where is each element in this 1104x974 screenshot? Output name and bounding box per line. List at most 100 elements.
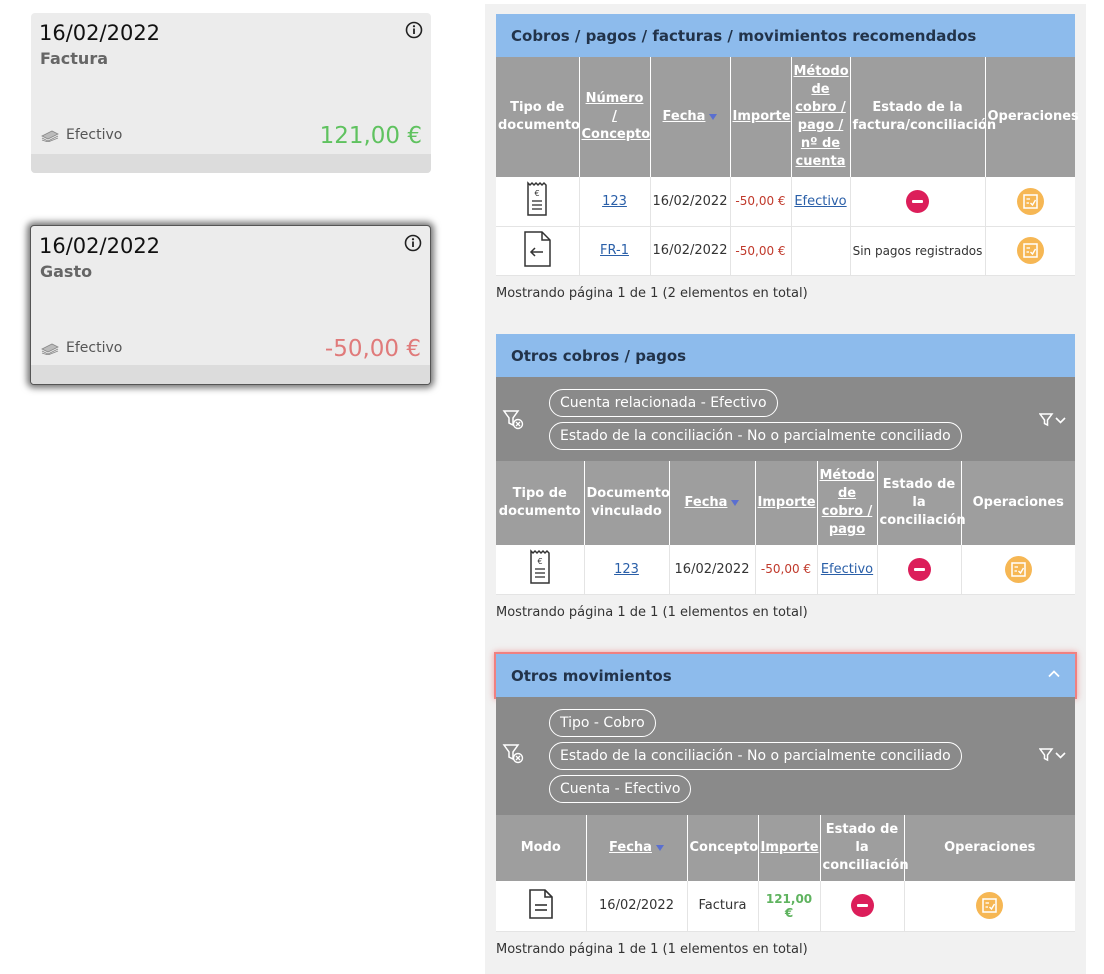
card-date: 16/02/2022 <box>39 21 161 45</box>
card-amount: 121,00 € <box>319 123 422 149</box>
row-number-link[interactable]: 123 <box>579 177 651 227</box>
cash-icon <box>41 343 59 355</box>
filter-chip[interactable]: Estado de la conciliación - No o parcial… <box>549 742 962 770</box>
pagination-info: Mostrando página 1 de 1 (1 elementos en … <box>496 604 808 620</box>
reconcile-button[interactable] <box>1016 237 1044 264</box>
row-amount: -50,00 € <box>755 545 818 595</box>
sort-desc-icon <box>731 499 740 506</box>
info-icon[interactable] <box>405 21 423 39</box>
col-amount[interactable]: Importe <box>730 57 792 177</box>
card-type: Factura <box>40 49 108 68</box>
filter-bar: Tipo - Cobro Estado de la conciliación -… <box>496 697 1075 815</box>
row-date: 16/02/2022 <box>669 545 756 595</box>
table-row[interactable]: € 123 16/02/2022 -50,00 € Efectivo <box>496 177 1075 227</box>
clear-filters-icon[interactable] <box>502 742 524 764</box>
cash-icon <box>41 130 59 142</box>
card-payment-method: Efectivo <box>40 340 122 356</box>
card-method-label: Efectivo <box>66 340 123 356</box>
other-payments-header[interactable]: Otros cobros / pagos <box>496 334 1075 377</box>
other-movements-table: Modo Fecha Concepto Importe Estado de la… <box>496 815 1075 932</box>
other-movements-header[interactable]: Otros movimientos <box>494 652 1077 699</box>
svg-text:€: € <box>535 189 540 198</box>
col-status: Estado de la factura/conciliación <box>850 57 996 177</box>
recommended-section: Cobros / pagos / facturas / movimientos … <box>496 14 1079 301</box>
info-icon[interactable] <box>404 234 422 252</box>
col-ops: Operaciones <box>904 815 1075 881</box>
row-linked-link[interactable]: 123 <box>584 545 670 595</box>
reconcile-button[interactable] <box>976 892 1004 920</box>
table-row[interactable]: FR-1 16/02/2022 -50,00 € Sin pagos regis… <box>496 226 1075 276</box>
clear-filters-icon[interactable] <box>502 408 524 430</box>
card-footer <box>31 365 430 384</box>
recommended-header[interactable]: Cobros / pagos / facturas / movimientos … <box>496 14 1075 57</box>
chevron-up-icon[interactable] <box>1047 667 1061 681</box>
sort-desc-icon <box>655 844 664 851</box>
pagination-info: Mostrando página 1 de 1 (1 elementos en … <box>496 941 808 957</box>
filter-dropdown-icon[interactable] <box>1039 412 1067 428</box>
card-method-label: Efectivo <box>66 127 123 143</box>
filter-chip[interactable]: Cuenta - Efectivo <box>549 775 692 803</box>
row-concept: Factura <box>687 881 759 932</box>
unreconciled-icon <box>907 557 931 581</box>
col-date[interactable]: Fecha <box>650 57 731 177</box>
other-movements-section: Otros movimientos Tipo - Cobro Estado de… <box>494 652 1077 957</box>
filter-bar: Cuenta relacionada - Efectivo Estado de … <box>496 377 1075 461</box>
col-linked: Documento vinculado <box>584 461 670 545</box>
col-number[interactable]: Número / Concepto <box>579 57 651 177</box>
document-in-icon <box>524 230 551 267</box>
card-payment-method: Efectivo <box>40 127 122 143</box>
filter-dropdown-icon[interactable] <box>1039 747 1067 763</box>
col-mode: Modo <box>496 815 587 881</box>
card-date: 16/02/2022 <box>39 234 161 258</box>
movement-card-gasto[interactable]: 16/02/2022 Gasto Efectivo -50,00 € <box>30 225 431 385</box>
col-status: Estado de la conciliación <box>820 815 909 881</box>
filter-chip[interactable]: Tipo - Cobro <box>549 709 656 737</box>
col-ops: Operaciones <box>985 57 1079 177</box>
row-method-link[interactable]: Efectivo <box>791 177 851 227</box>
reconciliation-panel: Cobros / pagos / facturas / movimientos … <box>485 4 1086 974</box>
row-method <box>791 226 851 276</box>
svg-text:€: € <box>537 557 542 566</box>
row-number-link[interactable]: FR-1 <box>579 226 651 276</box>
sort-desc-icon <box>709 113 718 120</box>
section-title: Otros cobros / pagos <box>511 346 687 365</box>
col-concept: Concepto <box>687 815 759 881</box>
section-title: Cobros / pagos / facturas / movimientos … <box>511 26 977 45</box>
pagination-info: Mostrando página 1 de 1 (2 elementos en … <box>496 285 808 301</box>
table-row[interactable]: 16/02/2022 Factura 121,00 € <box>496 881 1075 932</box>
table-row[interactable]: € 123 16/02/2022 -50,00 € Efectivo <box>496 545 1075 595</box>
unreconciled-icon <box>850 894 874 918</box>
reconcile-button[interactable] <box>1016 187 1044 215</box>
other-payments-table: Tipo de documento Documento vinculado Fe… <box>496 461 1075 595</box>
filter-chip[interactable]: Cuenta relacionada - Efectivo <box>549 389 778 417</box>
col-amount[interactable]: Importe <box>755 461 818 545</box>
reconcile-button[interactable] <box>1004 555 1032 583</box>
row-date: 16/02/2022 <box>650 177 731 227</box>
row-method-link[interactable]: Efectivo <box>817 545 878 595</box>
document-icon <box>528 888 553 919</box>
col-method[interactable]: Método de cobro / pago / nº de cuenta <box>791 57 851 177</box>
col-doc-type: Tipo de documento <box>496 461 585 545</box>
section-title: Otros movimientos <box>511 666 672 685</box>
card-footer <box>31 154 431 173</box>
filter-chip[interactable]: Estado de la conciliación - No o parcial… <box>549 422 962 450</box>
card-type: Gasto <box>40 262 93 281</box>
row-status: Sin pagos registrados <box>850 226 986 276</box>
movement-card-factura[interactable]: 16/02/2022 Factura Efectivo 121,00 € <box>31 13 431 173</box>
unreconciled-icon <box>906 189 929 213</box>
col-amount[interactable]: Importe <box>758 815 821 881</box>
col-date[interactable]: Fecha <box>669 461 756 545</box>
recommended-table: Tipo de documento Número / Concepto Fech… <box>496 57 1079 276</box>
col-date[interactable]: Fecha <box>586 815 688 881</box>
row-amount: 121,00 € <box>758 881 821 932</box>
col-ops: Operaciones <box>961 461 1075 545</box>
card-amount: -50,00 € <box>324 336 421 362</box>
row-amount: -50,00 € <box>730 226 792 276</box>
row-amount: -50,00 € <box>730 177 792 227</box>
row-date: 16/02/2022 <box>650 226 731 276</box>
row-date: 16/02/2022 <box>586 881 688 932</box>
col-method[interactable]: Método de cobro / pago <box>817 461 878 545</box>
col-doc-type: Tipo de documento <box>496 57 580 177</box>
receipt-icon: € <box>527 181 547 216</box>
other-payments-section: Otros cobros / pagos Cuenta relacionada … <box>496 334 1075 620</box>
